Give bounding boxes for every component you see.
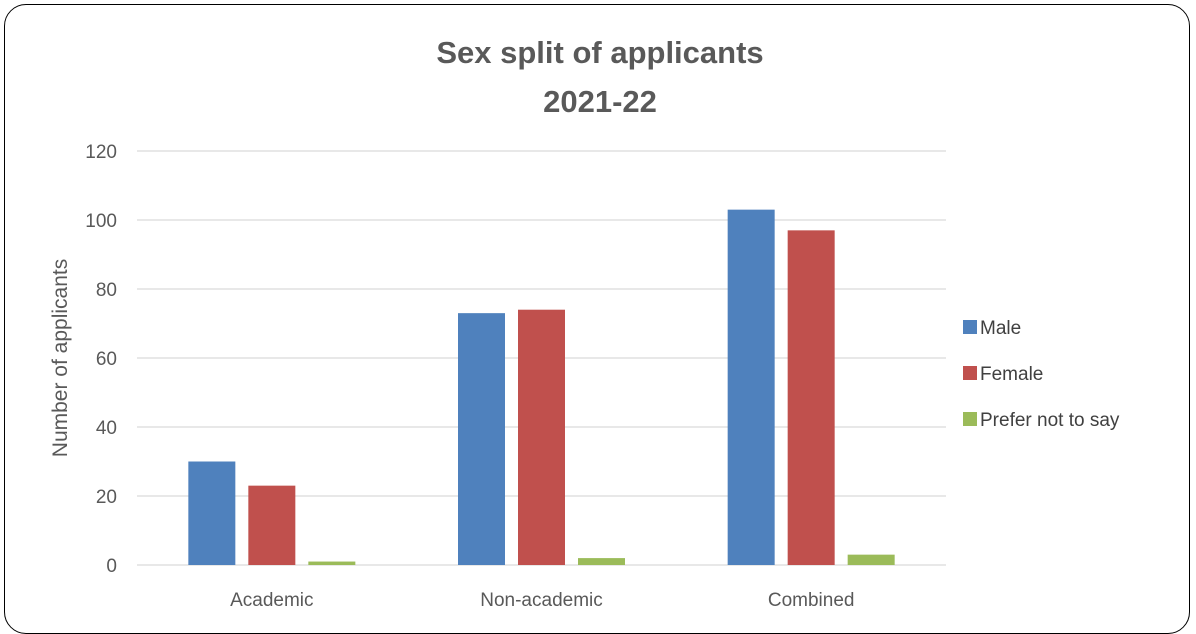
legend-label: Male (980, 318, 1021, 339)
legend-label: Prefer not to say (980, 410, 1120, 431)
chart-title-line-2: 2021-22 (543, 84, 657, 119)
bar (787, 230, 835, 565)
y-tick-label: 40 (96, 418, 117, 439)
legend-swatch (963, 412, 977, 426)
x-tick-label: Combined (768, 590, 855, 611)
y-tick-labels: 0 20 40 60 80 100 120 (85, 142, 117, 577)
x-tick-label: Academic (230, 590, 313, 611)
bar (578, 558, 625, 565)
bar (847, 554, 895, 565)
y-tick-label: 20 (96, 487, 117, 508)
y-tick-label: 0 (106, 556, 117, 577)
x-tick-label: Non-academic (480, 590, 603, 611)
bar (518, 309, 565, 565)
y-axis-title: Number of applicants (49, 259, 72, 457)
bar (727, 209, 775, 565)
legend-swatch (963, 366, 977, 380)
y-tick-label: 80 (96, 280, 117, 301)
chart-title-line-1: Sex split of applicants (436, 35, 763, 70)
bar (248, 485, 296, 565)
x-tick-labels: Academic Non-academic Combined (230, 590, 854, 611)
bar (308, 561, 356, 565)
bars (188, 209, 895, 565)
y-tick-label: 60 (96, 349, 117, 370)
legend-label: Female (980, 364, 1043, 385)
legend-swatch (963, 320, 977, 334)
y-tick-label: 100 (85, 211, 117, 232)
legend: Male Female Prefer not to say (963, 318, 1120, 431)
y-tick-label: 120 (85, 142, 117, 163)
bar (188, 461, 236, 565)
bar (458, 313, 505, 565)
